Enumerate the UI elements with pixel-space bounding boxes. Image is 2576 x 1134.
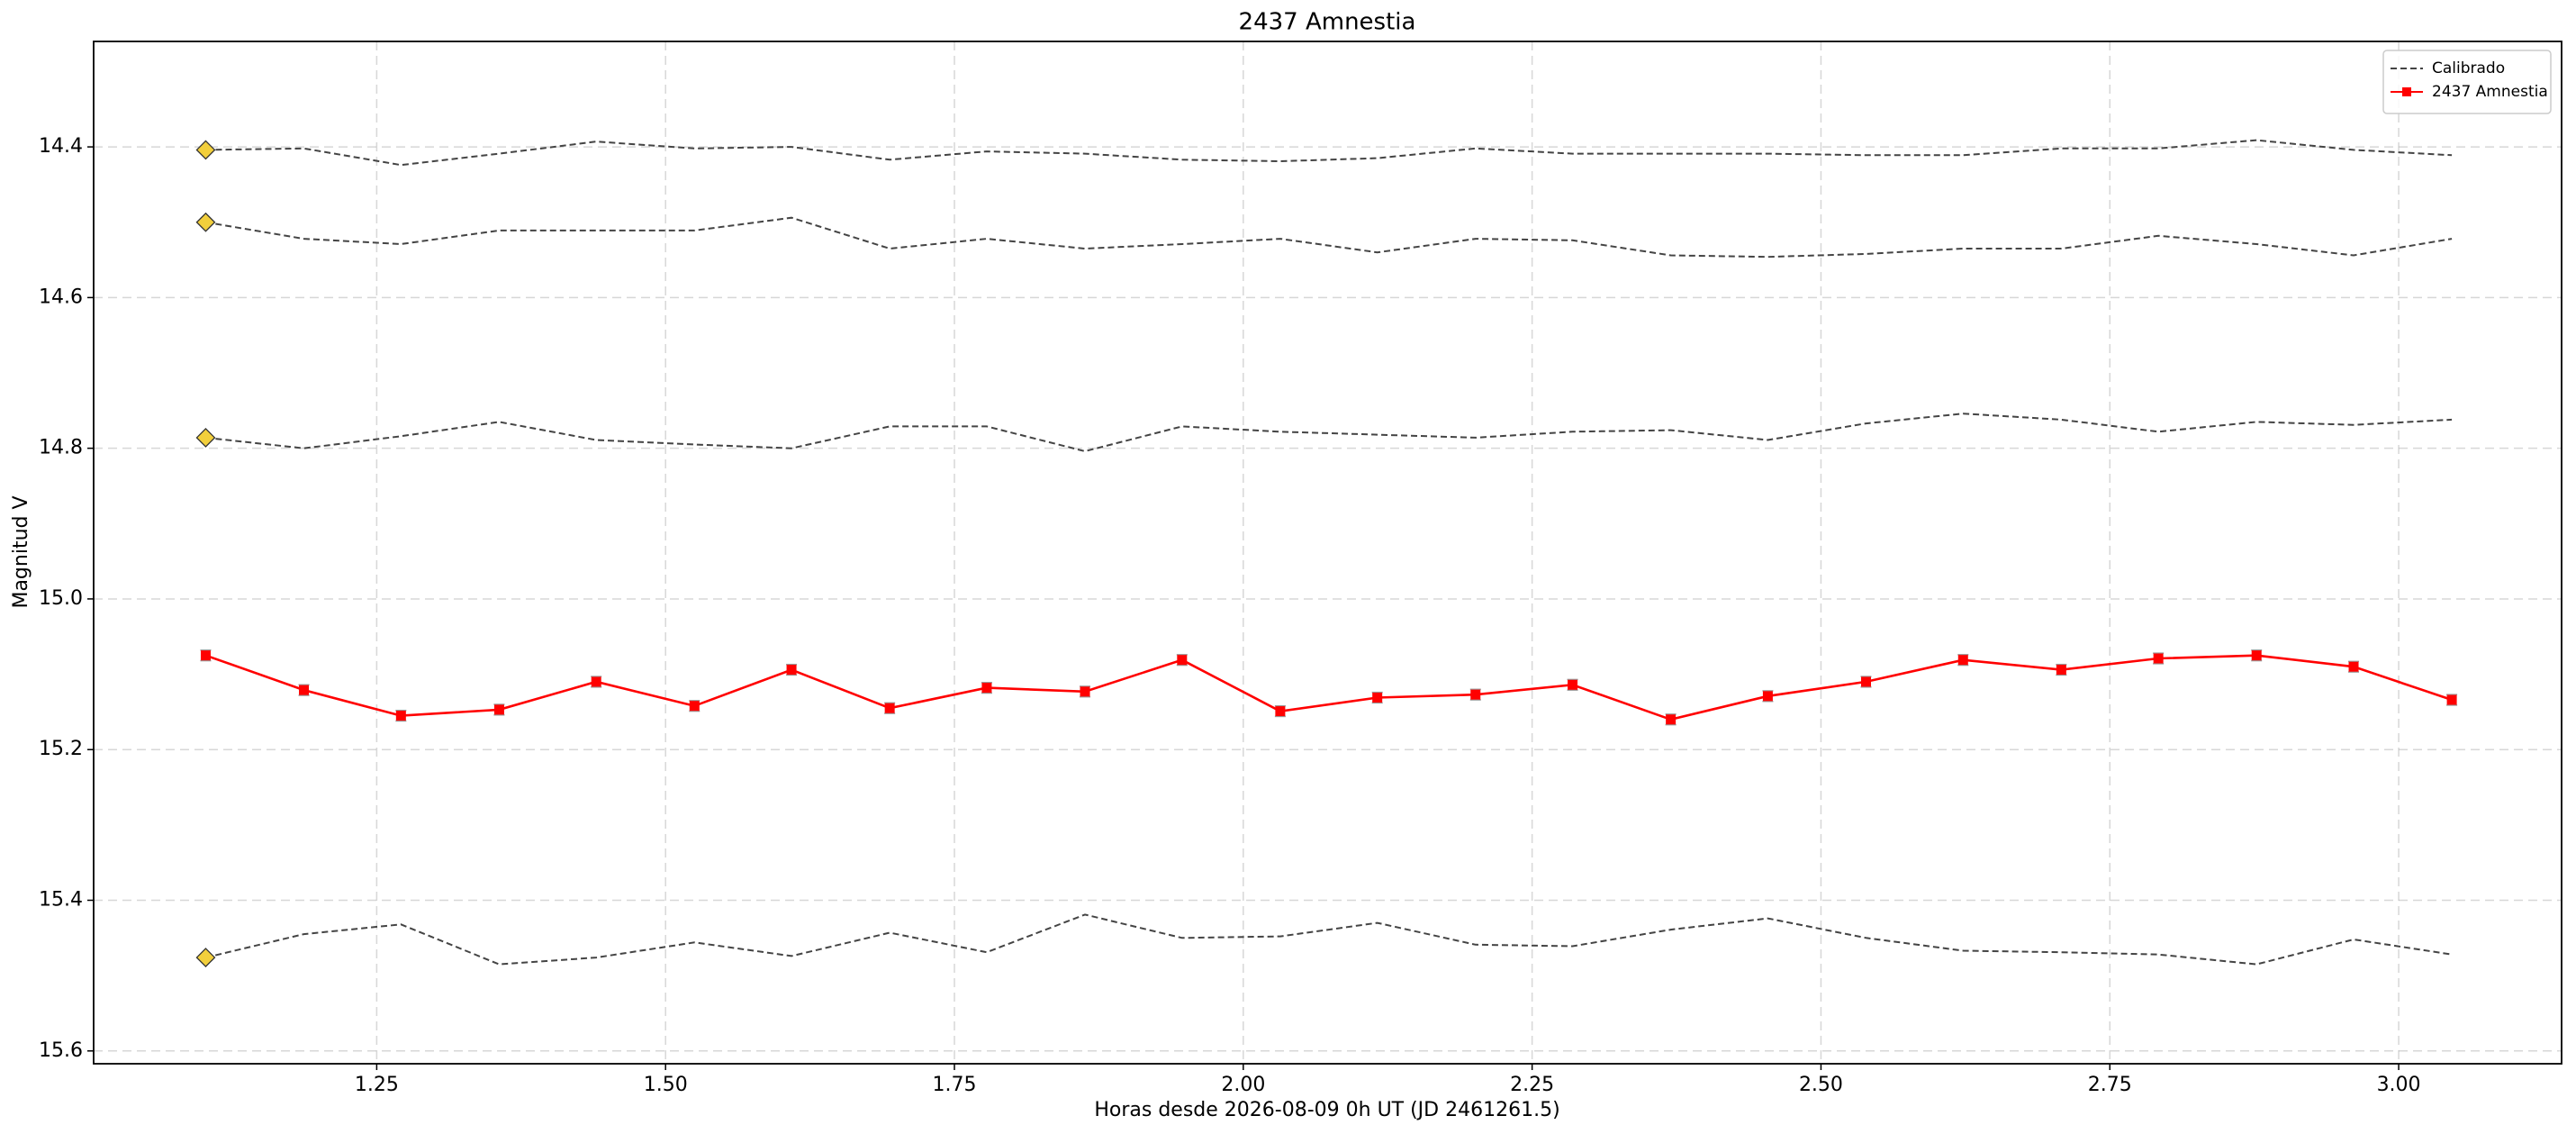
data-point	[1470, 689, 1481, 700]
data-point	[493, 704, 504, 715]
y-tick-label: 15.2	[39, 738, 83, 760]
data-point	[591, 676, 601, 687]
data-point	[1762, 691, 1773, 702]
x-tick-label: 2.50	[1799, 1074, 1843, 1096]
x-tick-label: 2.25	[1510, 1074, 1554, 1096]
x-tick-label: 2.75	[2088, 1074, 2132, 1096]
data-point	[2056, 665, 2066, 676]
data-point	[1666, 714, 1677, 725]
reference-marker	[195, 212, 216, 232]
data-point	[1080, 686, 1090, 697]
chart-title: 2437 Amnestia	[1239, 9, 1416, 36]
data-point	[1957, 655, 1968, 666]
data-point	[2251, 650, 2262, 661]
series-line	[205, 216, 2453, 259]
x-tick-label: 1.25	[355, 1074, 399, 1096]
legend-label: Calibrado	[2432, 59, 2505, 77]
legend-box	[2382, 50, 2552, 114]
series-line	[205, 654, 2453, 721]
data-point	[2446, 694, 2457, 705]
data-point	[395, 711, 406, 721]
data-point	[884, 703, 895, 713]
y-tick-label: 14.8	[39, 437, 83, 459]
reference-marker	[195, 428, 216, 448]
data-point	[1275, 706, 1286, 717]
data-point	[2153, 653, 2164, 664]
x-tick-label: 2.00	[1221, 1074, 1265, 1096]
legend-label: 2437 Amnestia	[2432, 83, 2548, 101]
series-line	[205, 413, 2453, 453]
x-tick-label: 1.50	[644, 1074, 688, 1096]
series-line	[205, 139, 2453, 167]
data-point	[1568, 679, 1578, 690]
legend-swatch-marker	[2402, 87, 2411, 96]
data-point	[1177, 655, 1188, 666]
y-tick-label: 15.4	[39, 889, 83, 912]
x-tick-label: 1.75	[933, 1074, 977, 1096]
x-axis-label: Horas desde 2026-08-09 0h UT (JD 2461261…	[1094, 1099, 1559, 1121]
data-point	[981, 683, 992, 694]
data-point	[689, 701, 700, 712]
reference-marker	[195, 140, 216, 160]
data-point	[2348, 661, 2359, 672]
y-tick-label: 15.6	[39, 1039, 83, 1062]
data-point	[299, 685, 310, 695]
y-tick-label: 14.4	[39, 135, 83, 158]
y-tick-label: 15.0	[39, 587, 83, 610]
y-axis-label: Magnitud V	[10, 495, 32, 608]
y-tick-label: 14.6	[39, 286, 83, 308]
axes-frame	[93, 41, 2562, 1065]
data-point	[786, 665, 797, 676]
data-point	[1372, 693, 1383, 703]
reference-marker	[195, 948, 216, 967]
x-tick-label: 3.00	[2377, 1074, 2421, 1096]
series-line	[205, 913, 2453, 966]
data-point	[1860, 676, 1871, 687]
data-point	[200, 650, 211, 661]
